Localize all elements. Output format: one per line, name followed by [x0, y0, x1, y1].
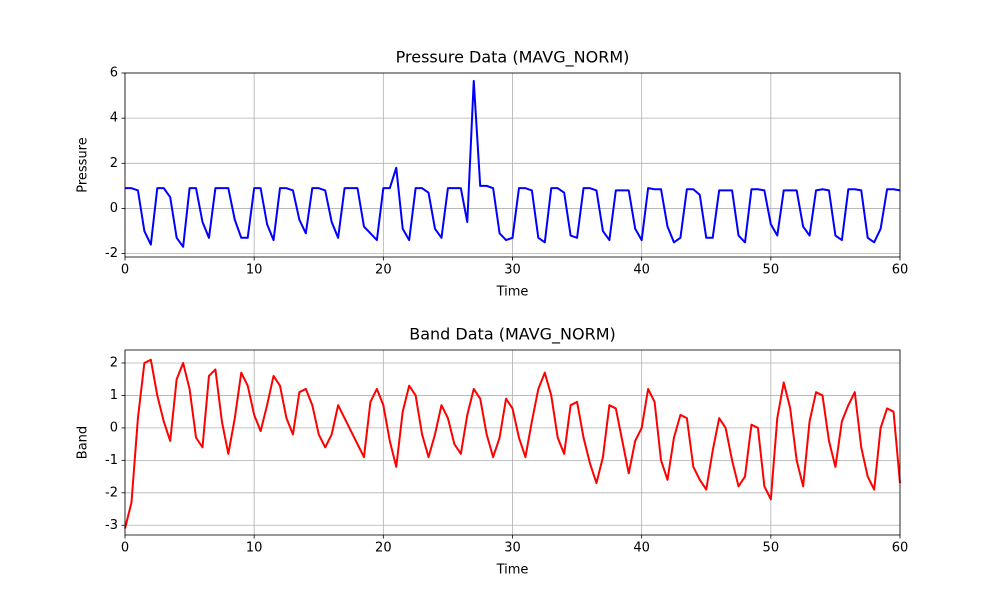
y-tick-label: 4: [110, 111, 118, 126]
y-tick-label: 2: [110, 156, 118, 171]
x-tick-label: 0: [121, 541, 129, 556]
x-axis-label: Time: [496, 285, 529, 300]
x-tick-label: 10: [246, 263, 263, 278]
y-axis-label: Band: [76, 426, 91, 459]
chart-title: Band Data (MAVG_NORM): [409, 325, 616, 345]
y-tick-label: -2: [105, 485, 118, 500]
axes-frame: [124, 72, 901, 258]
x-tick-label: 60: [892, 541, 909, 556]
x-tick-label: 50: [763, 263, 780, 278]
y-tick-label: -1: [105, 453, 118, 468]
x-tick-label: 20: [375, 541, 392, 556]
x-axis-label: Time: [496, 563, 529, 578]
x-tick-label: 40: [633, 541, 650, 556]
x-tick-label: 20: [375, 263, 392, 278]
y-tick-label: -2: [105, 246, 118, 261]
chart-title: Pressure Data (MAVG_NORM): [396, 48, 630, 68]
x-tick-label: 30: [504, 541, 521, 556]
y-tick-label: 0: [110, 420, 118, 435]
data-line: [124, 358, 901, 529]
data-line: [125, 79, 901, 248]
x-tick-label: 60: [892, 263, 909, 278]
x-tick-label: 50: [763, 541, 780, 556]
x-tick-label: 30: [504, 263, 521, 278]
x-tick-label: 10: [246, 541, 263, 556]
y-tick-label: -3: [105, 518, 118, 533]
x-tick-label: 40: [633, 263, 650, 278]
y-tick-label: 6: [110, 66, 118, 81]
y-tick-label: 1: [110, 388, 118, 403]
x-tick-label: 0: [121, 263, 129, 278]
y-axis-label: Pressure: [76, 137, 91, 193]
y-tick-label: 2: [110, 355, 118, 370]
y-tick-label: 0: [110, 201, 118, 216]
axes-frame: [124, 349, 901, 536]
